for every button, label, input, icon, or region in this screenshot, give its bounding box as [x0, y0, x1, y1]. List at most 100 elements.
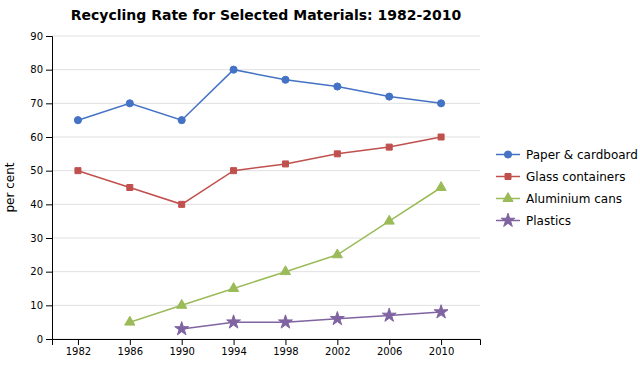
line [78, 137, 441, 204]
tick: 1986 [118, 339, 143, 357]
legend-label: Aluminium cans [526, 192, 622, 206]
marker [334, 151, 340, 157]
tick: 2010 [429, 339, 454, 357]
tick-mark [46, 103, 52, 104]
tick-mark [337, 339, 338, 345]
line [78, 70, 441, 121]
legend: Paper & cardboard Glass containers Alumini… [496, 148, 638, 228]
series [175, 305, 448, 335]
marker [75, 168, 81, 174]
tick-label: 0 [37, 334, 43, 345]
marker [279, 315, 293, 328]
tick-mark [46, 137, 52, 138]
marker [127, 185, 133, 191]
chart: 1982 1986 1990 1994 1998 2002 2006 2010 0 10 20 30 4… [0, 0, 640, 369]
tick: 80 [30, 64, 52, 75]
tick-label: 70 [30, 98, 43, 109]
legend-label: Glass containers [526, 170, 625, 184]
tick-mark [46, 238, 52, 239]
marker [334, 83, 341, 90]
tick: 1994 [221, 339, 246, 357]
marker [384, 215, 394, 224]
tick-label: 1990 [169, 346, 194, 357]
marker [332, 249, 342, 258]
grid-line [52, 137, 480, 138]
series [75, 134, 444, 207]
tick: 2002 [325, 339, 350, 357]
marker [436, 182, 446, 191]
tick-label: 10 [30, 300, 43, 311]
tick-mark [78, 339, 79, 345]
legend-item: Plastics [496, 213, 571, 228]
plot: 1982 1986 1990 1994 1998 2002 2006 2010 0 10 20 30 4… [30, 31, 480, 357]
tick-label: 2010 [429, 346, 454, 357]
legend-marker [504, 151, 511, 158]
tick-mark [46, 36, 52, 37]
marker [330, 311, 344, 324]
tick: 50 [30, 165, 52, 176]
tick-label: 2006 [377, 346, 402, 357]
tick: 2006 [377, 339, 402, 357]
tick: 30 [30, 233, 52, 244]
grid [52, 36, 480, 339]
legend-item: Glass containers [496, 170, 625, 184]
series [74, 66, 444, 124]
series [125, 182, 446, 325]
grid-line [52, 238, 480, 239]
marker [178, 117, 185, 124]
grid-line [52, 103, 480, 104]
legend-label: Paper & cardboard [526, 148, 638, 162]
marker [282, 161, 288, 167]
tick: 1982 [66, 339, 91, 357]
line [130, 188, 441, 323]
x-axis: 1982 1986 1990 1994 1998 2002 2006 2010 [53, 339, 481, 357]
tick-label: 1994 [221, 346, 246, 357]
tick-mark [46, 339, 52, 340]
marker [386, 144, 392, 150]
marker [74, 117, 81, 124]
tick-label: 60 [30, 132, 43, 143]
grid-line [52, 69, 480, 70]
tick-mark [441, 339, 442, 345]
marker [126, 100, 133, 107]
legend-marker [501, 213, 515, 226]
marker [434, 305, 448, 318]
grid-line [52, 271, 480, 272]
tick-label: 1998 [273, 346, 298, 357]
marker [177, 299, 187, 308]
tick-mark [46, 272, 52, 273]
tick: 20 [30, 266, 52, 277]
marker [228, 283, 238, 292]
tick: 90 [30, 31, 52, 42]
legend-marker [505, 174, 511, 180]
tick-label: 90 [30, 31, 43, 42]
tick-label: 1986 [118, 346, 143, 357]
tick-label: 50 [30, 165, 43, 176]
tick: 10 [30, 300, 52, 311]
line [182, 312, 441, 329]
tick: 1990 [169, 339, 194, 357]
marker [175, 322, 189, 335]
axis-line [46, 37, 53, 340]
tick-mark [46, 305, 52, 306]
legend-marker [503, 193, 513, 202]
marker [386, 93, 393, 100]
tick-mark [46, 171, 52, 172]
marker [227, 315, 241, 328]
title: Recycling Rate for Selected Materials: 1… [71, 7, 462, 23]
legend-label: Plastics [526, 214, 571, 228]
marker [125, 316, 135, 325]
tick-label: 20 [30, 266, 43, 277]
tick-mark [389, 339, 390, 345]
axis-line [53, 340, 481, 346]
tick-label: 2002 [325, 346, 350, 357]
tick: 1998 [273, 339, 298, 357]
marker [438, 100, 445, 107]
marker [280, 266, 290, 275]
tick-mark [182, 339, 183, 345]
tick: 60 [30, 132, 52, 143]
marker [179, 201, 185, 207]
marker [282, 76, 289, 83]
tick: 40 [30, 199, 52, 210]
tick: 0 [37, 334, 52, 345]
